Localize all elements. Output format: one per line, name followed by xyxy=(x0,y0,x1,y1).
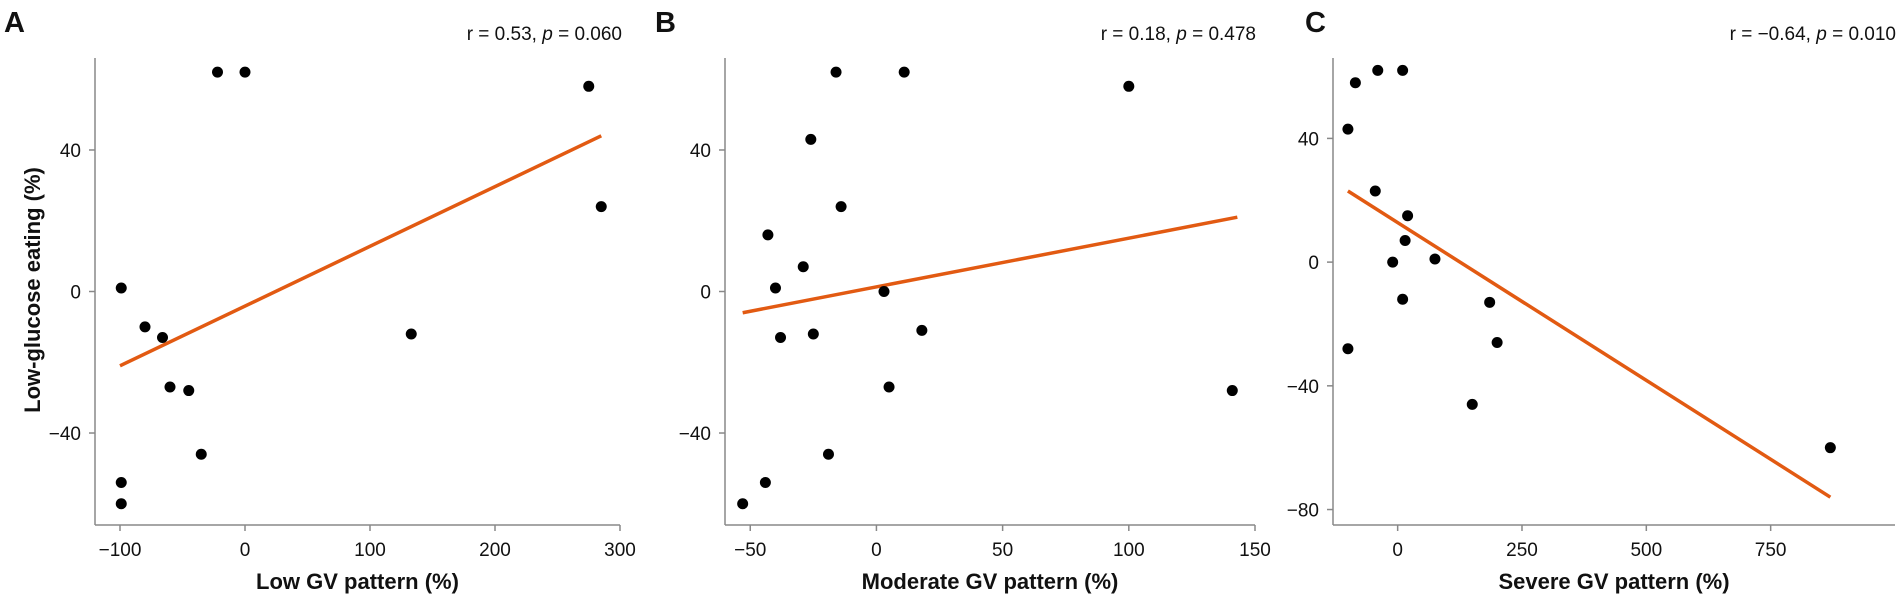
y-tick-label: 0 xyxy=(700,283,711,304)
stats-label: r = 0.18, p = 0.478 xyxy=(1101,24,1256,45)
x-tick-label: 200 xyxy=(479,540,511,561)
data-point xyxy=(883,381,895,393)
regression-line xyxy=(1346,189,1832,499)
y-tick-label: −80 xyxy=(1287,501,1319,522)
x-tick-label: 0 xyxy=(871,540,882,561)
y-tick-label: 0 xyxy=(70,283,81,304)
data-point xyxy=(1466,398,1478,410)
data-point xyxy=(1226,385,1238,397)
data-point xyxy=(405,328,417,340)
stats-label: r = −0.64, p = 0.010 xyxy=(1730,24,1896,45)
data-point xyxy=(1824,442,1836,454)
data-point xyxy=(195,448,207,460)
data-point xyxy=(164,381,176,393)
data-point xyxy=(737,498,749,510)
panel-letter-a: A xyxy=(4,7,25,39)
data-point xyxy=(212,66,223,78)
y-tick-label: −40 xyxy=(679,424,711,445)
data-point xyxy=(1387,256,1399,268)
data-point xyxy=(139,321,151,333)
data-point xyxy=(830,66,842,78)
data-point xyxy=(1399,234,1411,246)
data-point xyxy=(1349,77,1361,89)
y-tick-label: 40 xyxy=(60,141,81,162)
y-tick-label: 40 xyxy=(1298,129,1319,150)
data-point xyxy=(1397,64,1409,76)
x-tick-label: −50 xyxy=(734,540,766,561)
data-point xyxy=(805,133,817,145)
y-tick-label: −40 xyxy=(1287,377,1319,398)
data-point xyxy=(797,261,809,273)
data-point xyxy=(583,80,595,92)
x-tick-label: 50 xyxy=(992,540,1013,561)
data-point xyxy=(916,324,928,336)
panel-letter-b: B xyxy=(655,7,676,39)
data-point xyxy=(898,66,910,78)
panel-letter-c: C xyxy=(1305,7,1326,39)
x-tick-label: −100 xyxy=(99,540,142,561)
data-point xyxy=(1491,337,1503,349)
data-point xyxy=(762,229,774,241)
data-point xyxy=(1342,343,1354,355)
x-tick-label: 500 xyxy=(1630,540,1662,561)
data-point xyxy=(878,286,890,297)
data-point xyxy=(835,201,847,213)
x-tick-label: 0 xyxy=(1392,540,1403,561)
stats-label: r = 0.53, p = 0.060 xyxy=(467,24,622,45)
data-point xyxy=(1484,296,1496,308)
data-point xyxy=(775,331,787,343)
data-point xyxy=(115,498,127,510)
x-tick-label: 0 xyxy=(240,540,251,561)
y-tick-label: 0 xyxy=(1308,253,1319,274)
data-point xyxy=(595,201,607,213)
data-point xyxy=(157,331,168,343)
data-point xyxy=(1402,210,1414,222)
data-point xyxy=(1372,64,1384,76)
data-point xyxy=(1397,293,1409,305)
x-tick-label: 150 xyxy=(1239,540,1271,561)
x-axis-title: Severe GV pattern (%) xyxy=(1498,569,1729,594)
x-tick-label: 250 xyxy=(1506,540,1538,561)
regression-line xyxy=(119,134,603,368)
data-point xyxy=(1342,123,1354,135)
x-tick-label: 100 xyxy=(354,540,386,561)
x-axis-title: Low GV pattern (%) xyxy=(256,569,459,594)
data-point xyxy=(1369,185,1381,197)
y-tick-label: −40 xyxy=(49,424,81,445)
data-point xyxy=(1429,253,1441,265)
y-axis-title: Low-glucose eating (%) xyxy=(20,167,45,413)
x-tick-label: 100 xyxy=(1113,540,1145,561)
data-point xyxy=(769,282,781,294)
data-point xyxy=(115,477,127,489)
regression-line xyxy=(742,215,1238,315)
data-point xyxy=(759,477,771,489)
data-point xyxy=(807,328,819,340)
data-point xyxy=(1123,80,1135,92)
data-point xyxy=(183,385,195,397)
x-tick-label: 750 xyxy=(1755,540,1787,561)
x-axis-title: Moderate GV pattern (%) xyxy=(862,569,1119,594)
data-point xyxy=(239,66,251,78)
data-point xyxy=(115,282,127,294)
y-tick-label: 40 xyxy=(690,141,711,162)
data-point xyxy=(822,448,834,460)
x-tick-label: 300 xyxy=(604,540,636,561)
